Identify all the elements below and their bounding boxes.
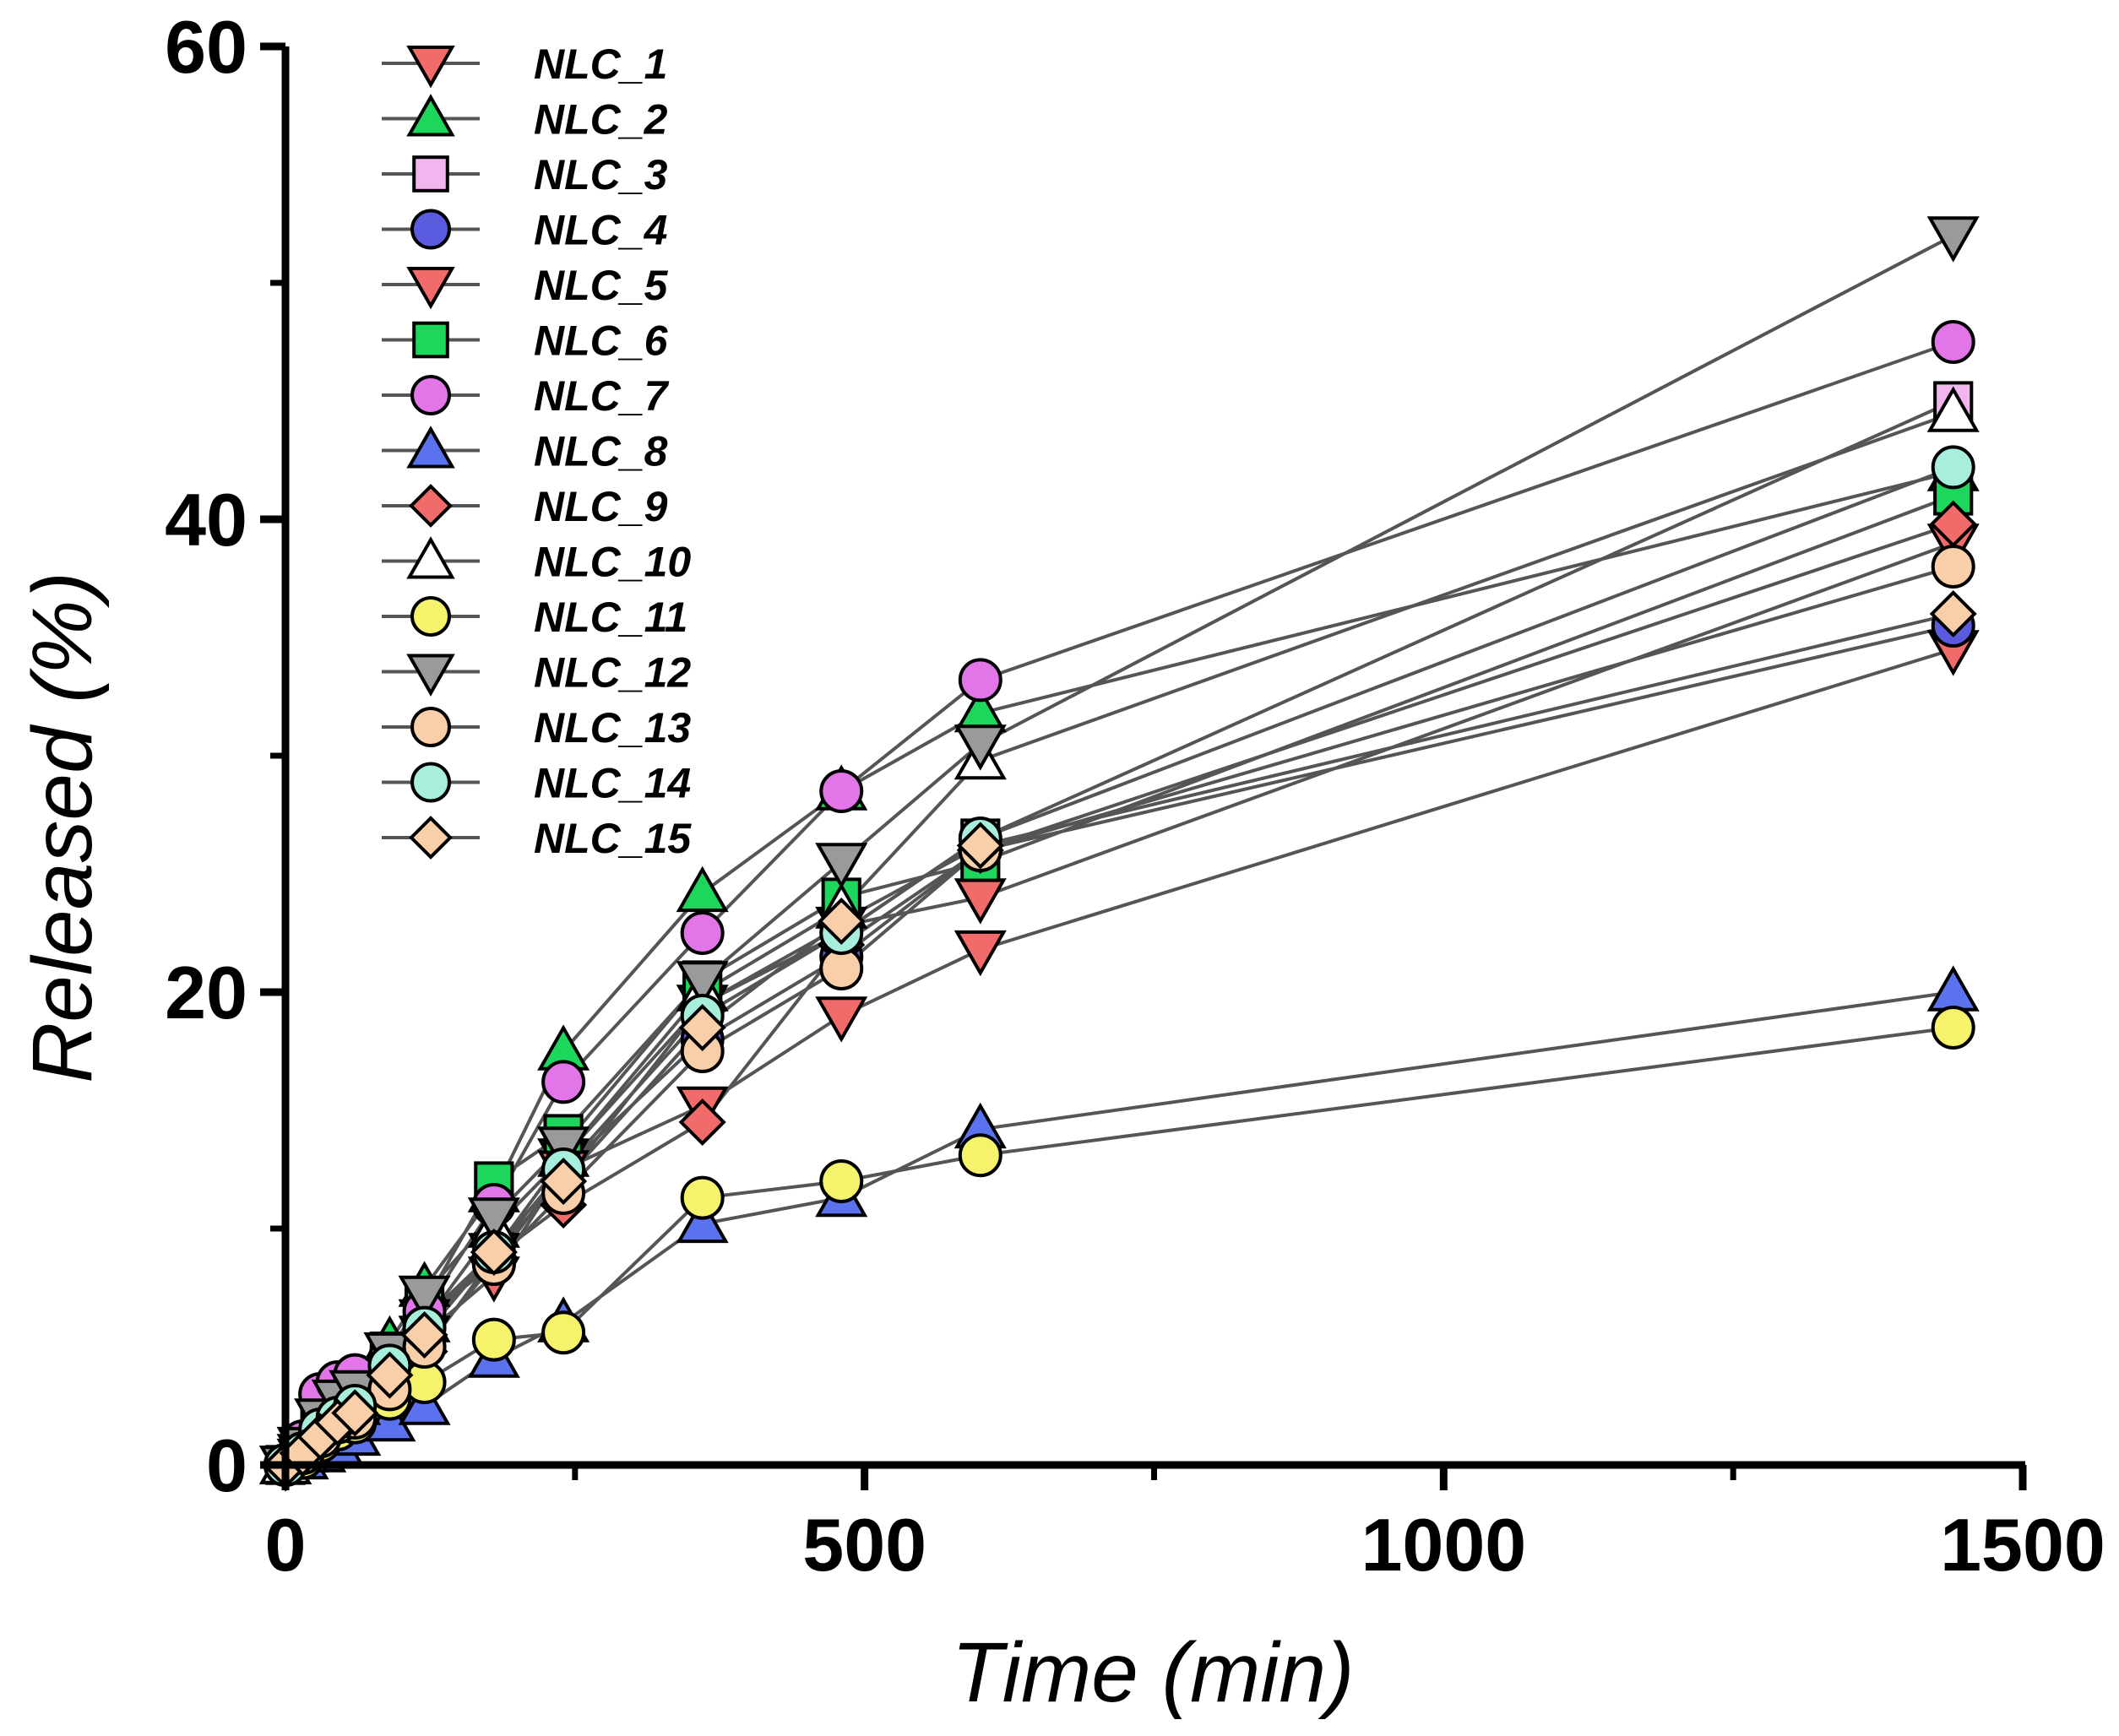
series-line-nlc-11	[285, 1026, 1953, 1467]
x-tick-label: 500	[802, 1503, 926, 1587]
x-axis-title: Time (min)	[952, 1625, 1355, 1720]
data-point	[400, 1310, 448, 1359]
data-point	[331, 1389, 379, 1437]
legend-label: NLC_10	[534, 539, 691, 586]
legend-marker	[410, 762, 451, 803]
legend-label: NLC_13	[534, 704, 691, 751]
legend-label: NLC_3	[534, 151, 668, 198]
legend-item: NLC_13	[382, 704, 691, 751]
series-line-nlc-8	[285, 990, 1953, 1467]
data-point	[1926, 216, 1980, 263]
data-point	[467, 1197, 520, 1244]
y-tick-label: 60	[165, 5, 247, 89]
data-point	[958, 1133, 1002, 1178]
data-point	[1931, 1006, 1975, 1050]
legend-marker	[412, 321, 449, 359]
data-point	[1926, 386, 1980, 432]
data-point	[540, 1157, 588, 1206]
data-point	[680, 911, 725, 955]
legend-label: NLC_4	[534, 207, 667, 254]
data-point	[1929, 589, 1977, 638]
series-line-nlc-13	[284, 565, 1954, 1467]
legend-item: NLC_4	[382, 207, 667, 254]
y-axis-title: Released (%)	[15, 572, 110, 1083]
data-point	[680, 1175, 725, 1220]
legend-item: NLC_12	[382, 649, 691, 697]
legend-item: NLC_2	[382, 94, 668, 144]
x-tick-label: 0	[265, 1503, 307, 1587]
y-tick-label: 40	[165, 478, 247, 561]
legend-item: NLC_8	[382, 426, 668, 475]
legend-marker	[406, 46, 455, 89]
legend-label: NLC_5	[534, 262, 669, 309]
data-point	[954, 724, 1007, 771]
data-point	[818, 897, 866, 946]
data-point	[1931, 545, 1975, 589]
legend-label: NLC_15	[534, 815, 692, 862]
legend-item: NLC_3	[382, 151, 668, 198]
legend-marker	[406, 267, 455, 310]
legend-marker	[410, 707, 451, 747]
data-point	[815, 843, 868, 889]
axis-ticks: 0 500 1000 1500 0 20 40 60	[165, 5, 2105, 1587]
data-point	[676, 865, 729, 913]
data-point	[958, 658, 1002, 703]
data-point	[1931, 445, 1975, 490]
axes	[281, 46, 2025, 1469]
y-tick-label: 20	[165, 951, 247, 1034]
data-point	[471, 1317, 516, 1362]
legend-label: NLC_12	[534, 649, 691, 697]
data-point	[1931, 320, 1975, 364]
data-point	[956, 822, 1004, 870]
legend-label: NLC_8	[534, 428, 668, 475]
data-point	[366, 1351, 414, 1399]
data-point	[676, 961, 729, 1007]
legend: NLC_1 NLC_2 NLC_3 NLC_4 NLC_5 NLC_6 NLC_7 NLC_8…	[382, 41, 692, 862]
legend-item: NLC_10	[382, 536, 691, 586]
legend-item: NLC_5	[382, 262, 669, 310]
series-markers-layer	[258, 216, 1980, 1492]
legend-label: NLC_7	[534, 372, 670, 420]
legend-label: NLC_11	[534, 594, 687, 641]
legend-marker	[406, 426, 455, 469]
legend-marker	[412, 155, 449, 193]
data-point	[470, 1228, 518, 1277]
legend-label: NLC_2	[534, 96, 668, 144]
legend-item: NLC_15	[382, 815, 692, 862]
legend-marker	[409, 816, 453, 860]
legend-marker	[410, 596, 451, 637]
legend-marker	[406, 536, 455, 579]
legend-item: NLC_14	[382, 760, 691, 807]
data-point	[815, 996, 868, 1043]
x-tick-label: 1500	[1940, 1503, 2105, 1587]
data-point	[676, 1196, 729, 1244]
legend-item: NLC_6	[382, 317, 669, 365]
data-point	[678, 1003, 726, 1052]
data-point	[954, 930, 1007, 977]
y-tick-label: 0	[206, 1424, 247, 1507]
legend-item: NLC_9	[382, 483, 668, 530]
legend-marker	[406, 94, 455, 137]
legend-item: NLC_1	[382, 41, 667, 89]
data-point	[541, 1310, 586, 1355]
x-tick-label: 1000	[1361, 1503, 1526, 1587]
data-point	[1926, 965, 1980, 1012]
data-point	[541, 1060, 586, 1104]
legend-label: NLC_1	[534, 41, 667, 88]
data-point	[819, 1159, 864, 1203]
legend-marker	[410, 209, 451, 250]
legend-label: NLC_6	[534, 317, 669, 365]
data-point	[398, 1275, 451, 1322]
legend-marker	[409, 484, 453, 528]
data-point	[819, 769, 864, 813]
legend-label: NLC_9	[534, 483, 668, 530]
legend-marker	[406, 654, 455, 697]
legend-item: NLC_11	[382, 594, 687, 641]
data-point	[678, 1098, 726, 1147]
legend-label: NLC_14	[534, 760, 691, 807]
legend-item: NLC_7	[382, 372, 670, 420]
legend-marker	[410, 375, 451, 415]
